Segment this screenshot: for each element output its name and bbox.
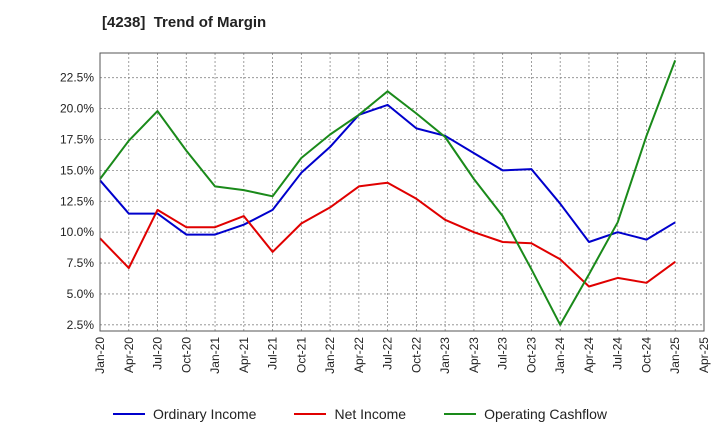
- legend-swatch-operating-cashflow: [444, 413, 477, 415]
- grid: [99, 53, 705, 331]
- x-tick-label: Jul-24: [611, 337, 625, 370]
- legend-label-ordinary-income: Ordinary Income: [152, 406, 257, 422]
- y-tick-label: 7.5%: [67, 256, 95, 270]
- series-line-net-income: [99, 181, 676, 288]
- x-tick-label: Apr-21: [237, 337, 251, 373]
- legend-label-net-income: Net Income: [334, 406, 407, 422]
- y-tick-label: 12.5%: [60, 194, 94, 208]
- x-tick-label: Oct-22: [409, 337, 423, 373]
- x-tick-label: Jul-22: [381, 337, 395, 370]
- x-tick-label: Apr-22: [352, 337, 366, 373]
- y-tick-label: 17.5%: [60, 132, 94, 146]
- y-axis-ticks: 2.5% 5.0% 7.5% 10.0% 12.5% 15.0% 17.5% 20.0% 22.…: [60, 71, 94, 332]
- y-tick-label: 10.0%: [60, 225, 94, 239]
- series-lines: [99, 60, 677, 326]
- x-tick-label: Jan-22: [323, 337, 337, 374]
- x-tick-label: Oct-24: [639, 337, 653, 373]
- x-tick-label: Jul-20: [151, 337, 165, 370]
- x-tick-label: Apr-20: [122, 337, 136, 373]
- x-axis-ticks: Jan-20 Apr-20 Jul-20 Oct-20 Jan-21 Apr-21 Jul-…: [93, 337, 711, 374]
- legend-item-ordinary-income: Ordinary Income: [112, 406, 257, 422]
- x-tick-label: Jan-25: [668, 337, 682, 374]
- series-line-ordinary-income: [99, 103, 676, 243]
- x-tick-label: Apr-24: [582, 337, 596, 373]
- y-tick-label: 20.0%: [60, 102, 94, 116]
- plot-frame: [99, 52, 705, 332]
- x-tick-label: Jul-23: [496, 337, 510, 370]
- x-tick-label: Jul-21: [266, 337, 280, 370]
- x-tick-label: Jan-20: [93, 337, 107, 374]
- x-tick-label: Oct-20: [179, 337, 193, 373]
- x-tick-label: Apr-25: [697, 337, 711, 373]
- y-tick-label: 2.5%: [67, 318, 95, 332]
- x-tick-label: Apr-23: [467, 337, 481, 373]
- legend-label-operating-cashflow: Operating Cashflow: [484, 406, 608, 422]
- legend-swatch-net-income: [294, 413, 327, 415]
- y-tick-label: 22.5%: [60, 71, 94, 85]
- x-tick-label: Oct-21: [294, 337, 308, 373]
- legend-item-operating-cashflow: Operating Cashflow: [444, 406, 607, 422]
- y-tick-label: 5.0%: [67, 287, 95, 301]
- chart-title: [4238] Trend of Margin: [102, 14, 267, 31]
- y-tick-label: 15.0%: [60, 163, 94, 177]
- legend-item-net-income: Net Income: [294, 406, 406, 422]
- legend-swatch-ordinary-income: [112, 413, 145, 415]
- x-tick-label: Jan-24: [553, 337, 567, 374]
- x-tick-label: Jan-23: [438, 337, 452, 374]
- series-line-operating-cashflow: [99, 60, 677, 326]
- legend: Ordinary Income Net Income Operating Cas…: [0, 406, 720, 422]
- x-tick-label: Jan-21: [208, 337, 222, 374]
- x-tick-label: Oct-23: [524, 337, 538, 373]
